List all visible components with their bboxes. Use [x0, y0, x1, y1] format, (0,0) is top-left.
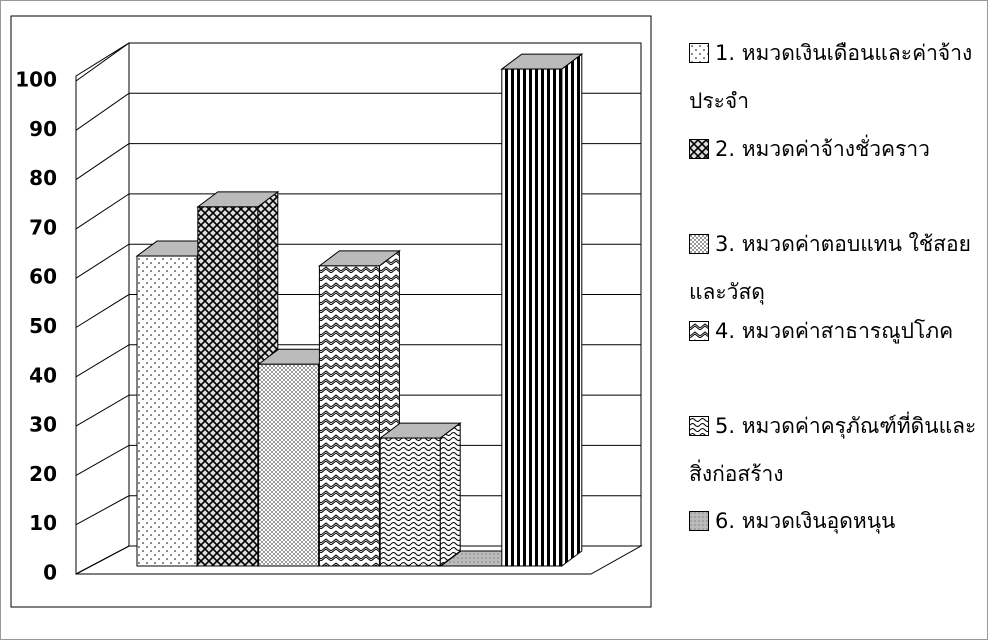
grid-line	[75, 143, 130, 181]
legend-label: 1. หมวดเงินเดือนและค่าจ้างประจำ	[689, 41, 973, 113]
y-tick-label: 80	[29, 166, 57, 190]
legend-swatch	[689, 234, 709, 254]
side-wall	[75, 42, 130, 575]
legend-entry: 6. หมวดเงินอุดหนุน	[689, 497, 988, 545]
y-tick-label: 40	[29, 363, 57, 387]
legend-label: 6. หมวดเงินอุดหนุน	[715, 509, 896, 533]
grid-line	[75, 92, 130, 131]
legend-label: 2. หมวดค่าจ้างชั่วคราว	[715, 137, 930, 161]
legend-entry: 3. หมวดค่าตอบแทน ใช้สอยและวัสดุ	[689, 220, 988, 316]
y-tick-label: 60	[29, 265, 57, 289]
plot-frame	[10, 15, 652, 608]
y-tick-label: 70	[29, 215, 57, 239]
grid-line	[75, 243, 130, 279]
bar-side	[561, 53, 583, 567]
bar-side	[439, 422, 461, 567]
legend-entry: 5. หมวดค่าครุภัณฑ์ที่ดินและสิ่งก่อสร้าง	[689, 402, 988, 498]
legend-label: 3. หมวดค่าตอบแทน ใช้สอยและวัสดุ	[689, 232, 971, 304]
y-tick-label: 100	[15, 68, 57, 92]
y-tick-label: 50	[29, 314, 57, 338]
legend-swatch	[689, 43, 709, 63]
bar	[258, 363, 320, 567]
grid-line	[75, 495, 130, 526]
legend-swatch	[689, 511, 709, 531]
legend-entry: 1. หมวดเงินเดือนและค่าจ้างประจำ	[689, 29, 988, 125]
y-tick-label: 10	[29, 511, 57, 535]
legend-swatch	[689, 139, 709, 159]
legend-entry: 2. หมวดค่าจ้างชั่วคราว	[689, 125, 988, 173]
bar	[318, 265, 380, 567]
legend-swatch	[689, 416, 709, 436]
grid-line	[75, 444, 130, 476]
grid-line	[75, 545, 130, 575]
legend-label: 5. หมวดค่าครุภัณฑ์ที่ดินและสิ่งก่อสร้าง	[689, 414, 977, 486]
y-tick-label: 90	[29, 117, 57, 141]
grid-line	[75, 344, 130, 378]
y-tick-label: 20	[29, 462, 57, 486]
grid-line	[75, 42, 130, 82]
bar	[379, 437, 441, 567]
y-tick-label: 0	[43, 561, 57, 585]
legend-label: 4. หมวดค่าสาธารณูปโภค	[715, 319, 954, 343]
grid-line	[75, 193, 130, 230]
bar	[501, 68, 563, 567]
bar	[136, 255, 198, 567]
grid-line	[75, 294, 130, 328]
bar	[197, 206, 259, 567]
y-tick-label: 30	[29, 413, 57, 437]
grid-line	[75, 394, 130, 427]
legend-entry: 4. หมวดค่าสาธารณูปโภค	[689, 307, 988, 355]
legend-swatch	[689, 321, 709, 341]
